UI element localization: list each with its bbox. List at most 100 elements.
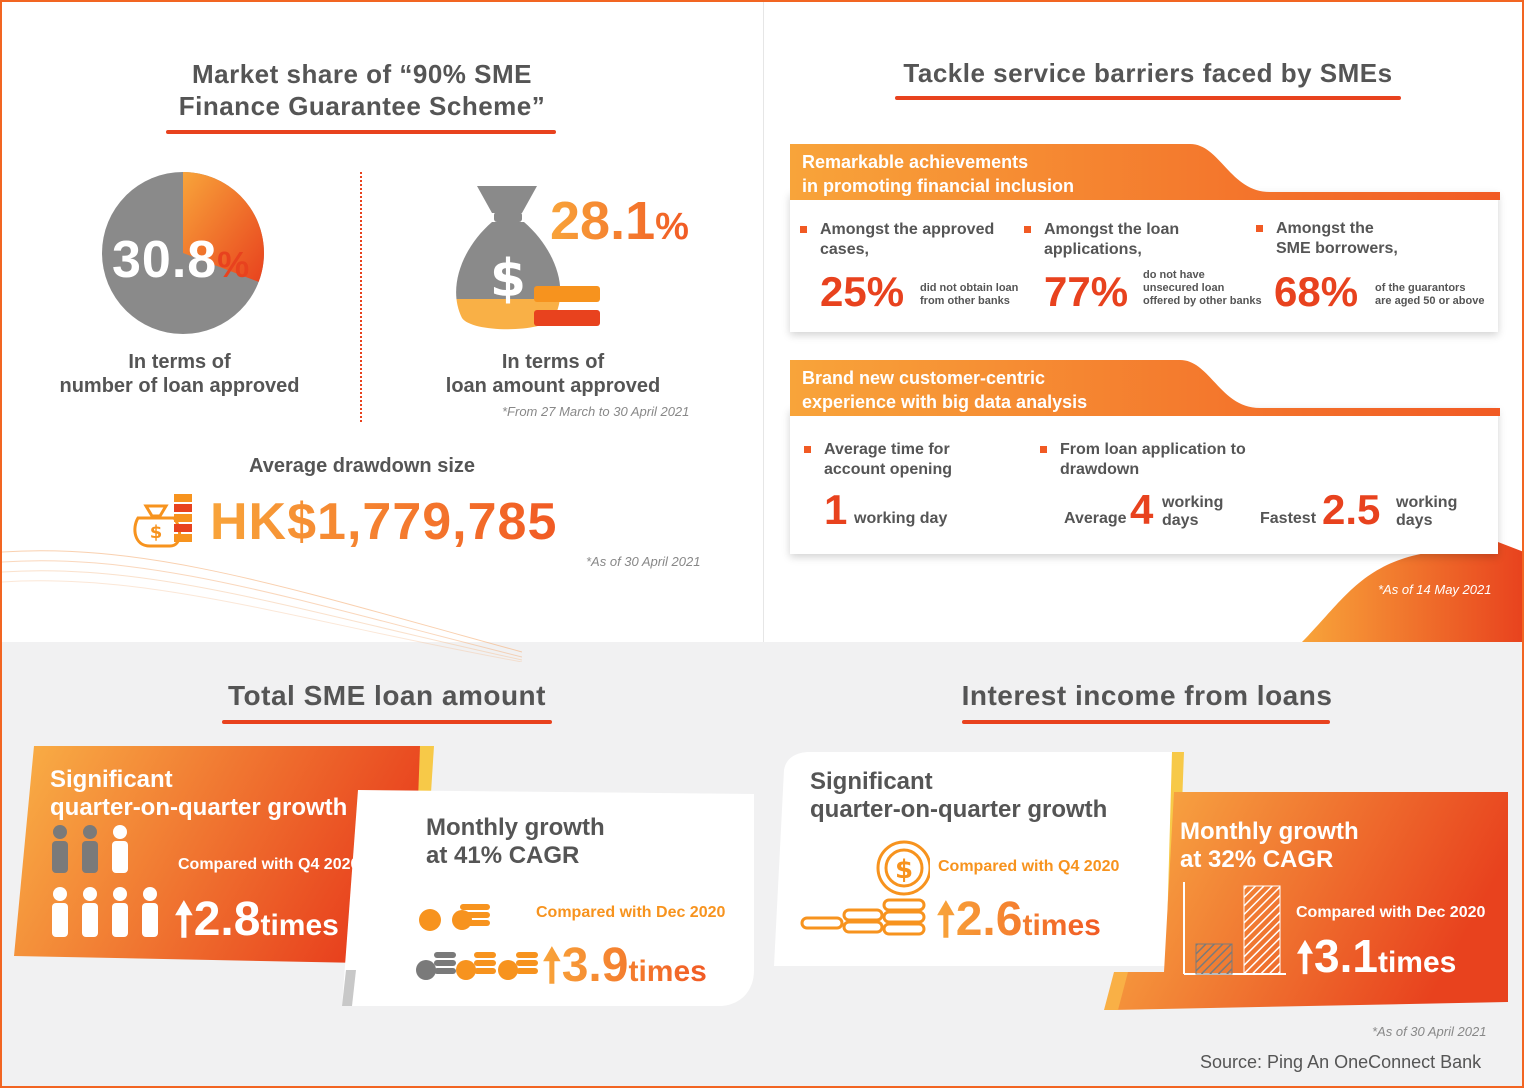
stat-77-percent: 77%: [1044, 268, 1129, 315]
label-line: drawdown: [1060, 461, 1140, 478]
pct-value: 30.8: [112, 231, 218, 289]
source-credit: Source: Ping An OneConnect Bank: [1200, 1052, 1482, 1072]
up-arrow-icon: 🠕: [936, 893, 956, 945]
interest-card1-compare: Compared with Q4 2020: [938, 858, 1120, 875]
title-underline: [222, 720, 552, 724]
coin-bag-icon: $: [133, 494, 192, 548]
decorative-orange-wave: [1302, 542, 1522, 642]
pie-slice: [183, 172, 264, 282]
market-share-title: Market share of “90% SME Finance Guarant…: [132, 58, 592, 122]
heading-line: Significant: [50, 766, 173, 793]
fastest-days-unit: working days: [1396, 494, 1457, 530]
money-bag-icon: $: [456, 186, 600, 330]
stat-description: did not obtain loan from other banks: [920, 282, 1018, 308]
approved-cases-label: Amongst the approved cases,: [798, 220, 994, 260]
drawdown-value: HK$1,779,785: [210, 493, 558, 551]
caption-line: In terms of: [128, 351, 231, 373]
heading-line: at 32% CAGR: [1180, 846, 1334, 873]
banner-line: experience with big data analysis: [802, 392, 1088, 412]
svg-text:$: $: [150, 522, 163, 543]
interest-card2-compare: Compared with Dec 2020: [1296, 904, 1486, 921]
vertical-divider: [763, 2, 764, 642]
desc-line: did not obtain loan: [920, 282, 1019, 294]
account-days-unit: working day: [854, 510, 948, 527]
unit-line: working: [1162, 494, 1224, 511]
heading-line: quarter-on-quarter growth: [50, 794, 348, 821]
interest-card1-heading: Significant quarter-on-quarter growth: [810, 768, 1107, 824]
banner-line: Brand new customer-centric: [802, 368, 1046, 388]
barriers-title: Tackle service barriers faced by SMEs: [903, 58, 1393, 88]
drawdown-note: *As of 30 April 2021: [586, 554, 701, 569]
banner-line: in promoting financial inclusion: [802, 176, 1075, 196]
sme-card1-heading: Significant quarter-on-quarter growth: [50, 766, 347, 822]
coin-stack-icon: [416, 904, 538, 980]
caption-line: number of loan approved: [59, 375, 300, 397]
drawdown-time-label: From loan application to drawdown: [1038, 440, 1246, 480]
drawdown-label: Average drawdown size: [249, 455, 475, 477]
label-line: Amongst the: [1276, 220, 1374, 237]
unit-line: working: [1396, 494, 1458, 511]
sme-borrowers-label: Amongst the SME borrowers,: [1254, 219, 1398, 259]
people-icon: [52, 825, 158, 937]
title-underline: [962, 720, 1330, 724]
count-percentage: 30.8%: [112, 230, 250, 290]
title-underline: [895, 96, 1401, 100]
times-unit: times: [260, 909, 339, 942]
barriers-note: *As of 14 May 2021: [1378, 582, 1492, 597]
amount-caption: In terms of loan amount approved: [422, 350, 684, 398]
label-line: applications,: [1044, 241, 1142, 258]
stat-description: of the guarantors are aged 50 or above: [1375, 282, 1484, 308]
label-line: cases,: [820, 241, 869, 258]
loan-applications-label: Amongst the loan applications,: [1022, 220, 1179, 260]
label-line: From loan application to: [1060, 441, 1246, 458]
desc-line: do not have: [1143, 269, 1205, 281]
interest-title: Interest income from loans: [961, 680, 1333, 711]
inclusion-banner-bg: [790, 144, 1500, 200]
heading-line: quarter-on-quarter growth: [810, 796, 1108, 823]
desc-line: from other banks: [920, 295, 1010, 307]
stat-description: do not have unsecured loan offered by ot…: [1143, 269, 1262, 308]
times-value: 2.6: [955, 893, 1023, 946]
label-line: Average time for: [824, 441, 950, 458]
sme-card2-compare: Compared with Dec 2020: [536, 904, 726, 921]
desc-line: of the guarantors: [1375, 282, 1466, 294]
interest-card1-value: 🠕2.6times: [936, 886, 1101, 964]
fastest-days-value: 2.5: [1322, 486, 1381, 533]
sme-card2-value: 🠕3.9times: [542, 932, 707, 1010]
inclusion-banner: Remarkable achievements in promoting fin…: [790, 144, 1074, 198]
experience-panel: [790, 408, 1498, 554]
title-line: Finance Guarantee Scheme”: [178, 91, 546, 121]
desc-line: offered by other banks: [1143, 295, 1262, 307]
heading-line: Significant: [810, 768, 933, 795]
pct-sign: %: [655, 206, 689, 248]
svg-text:$: $: [895, 855, 913, 885]
sme-card1-value: 🠕2.8times: [174, 886, 339, 964]
sme-loan-title: Total SME loan amount: [228, 680, 546, 711]
pct-sign: %: [217, 244, 251, 285]
times-unit: times: [628, 955, 707, 988]
desc-line: are aged 50 or above: [1375, 295, 1485, 307]
svg-text:$: $: [490, 249, 526, 309]
banner-line: Remarkable achievements: [802, 152, 1029, 172]
account-days-value: 1: [824, 486, 848, 533]
interest-card2-heading: Monthly growth at 32% CAGR: [1180, 818, 1359, 874]
label-line: Amongst the loan: [1044, 221, 1180, 238]
interest-note: *As of 30 April 2021: [1372, 1024, 1487, 1039]
period-note: *From 27 March to 30 April 2021: [502, 404, 690, 419]
inclusion-panel: [790, 192, 1498, 332]
label-line: account opening: [824, 461, 952, 478]
fastest-label: Fastest: [1260, 510, 1317, 527]
average-days-unit: working days: [1162, 494, 1223, 530]
stat-25-percent: 25%: [820, 268, 905, 315]
average-days-value: 4: [1130, 486, 1154, 533]
heading-line: Monthly growth: [1180, 818, 1359, 845]
times-value: 2.8: [193, 893, 261, 946]
pie-chart: [102, 172, 264, 334]
heading-line: at 41% CAGR: [426, 842, 580, 869]
unit-line: days: [1162, 512, 1199, 529]
count-caption: In terms of number of loan approved: [42, 350, 317, 398]
heading-line: Monthly growth: [426, 814, 605, 841]
decorative-wave: [2, 550, 522, 662]
dollar-coin-icon: $: [800, 840, 930, 936]
